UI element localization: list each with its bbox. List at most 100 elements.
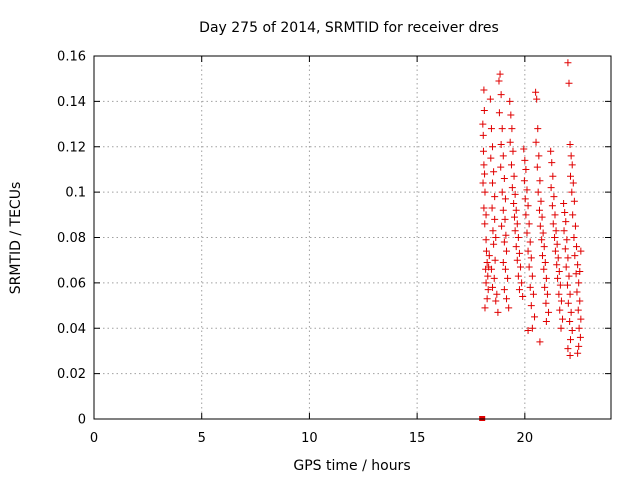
data-point xyxy=(533,95,541,103)
data-point xyxy=(519,292,527,300)
data-point xyxy=(563,236,571,244)
y-tick-label: 0.08 xyxy=(57,231,86,246)
data-point xyxy=(564,254,572,262)
data-point xyxy=(504,274,512,282)
data-point xyxy=(527,254,535,262)
y-tick-label: 0.12 xyxy=(57,140,86,155)
data-point xyxy=(575,279,583,287)
data-point xyxy=(527,302,535,310)
data-point xyxy=(510,199,518,207)
y-axis-ticks: 0 0.02 0.04 0.06 0.08 0.1 0.12 0.14 0.16 xyxy=(57,50,611,428)
data-point xyxy=(556,281,564,289)
data-point xyxy=(548,202,556,210)
data-point xyxy=(512,206,520,214)
y-tick-label: 0.16 xyxy=(57,50,86,65)
x-tick-label: 0 xyxy=(90,431,98,446)
data-point xyxy=(529,290,537,298)
data-point xyxy=(480,106,488,114)
data-point xyxy=(551,211,559,219)
data-point xyxy=(489,179,497,187)
data-point xyxy=(542,299,550,307)
data-point xyxy=(497,91,505,99)
data-point xyxy=(577,315,585,323)
data-point xyxy=(528,324,536,332)
data-point xyxy=(488,204,496,212)
data-point xyxy=(553,261,561,269)
data-point xyxy=(497,140,505,148)
data-point xyxy=(500,238,508,246)
data-point xyxy=(480,161,488,169)
data-point xyxy=(500,175,508,183)
data-point xyxy=(502,231,510,239)
data-point xyxy=(484,286,492,294)
data-point xyxy=(501,215,509,223)
data-point xyxy=(520,177,528,185)
data-point xyxy=(569,211,577,219)
data-point xyxy=(563,281,571,289)
data-point xyxy=(498,222,506,230)
data-point xyxy=(549,220,557,228)
data-point xyxy=(567,172,575,180)
data-point xyxy=(522,165,530,173)
data-point xyxy=(562,263,570,271)
data-point xyxy=(568,161,576,169)
data-point xyxy=(574,349,582,357)
data-point xyxy=(559,315,567,323)
data-point xyxy=(500,286,508,294)
data-point xyxy=(482,247,490,255)
data-point xyxy=(513,256,521,264)
data-point xyxy=(482,279,490,287)
chart-title: Day 275 of 2014, SRMTID for receiver dre… xyxy=(199,20,499,36)
data-point xyxy=(481,188,489,196)
data-point xyxy=(557,324,565,332)
data-point xyxy=(483,258,491,266)
data-point xyxy=(572,270,580,278)
data-point xyxy=(481,304,489,312)
grid-lines xyxy=(94,56,611,419)
data-point xyxy=(483,295,491,303)
data-point xyxy=(511,190,519,198)
data-point xyxy=(537,197,545,205)
data-point xyxy=(524,327,532,335)
data-point xyxy=(509,147,517,155)
data-point xyxy=(566,317,574,325)
data-point xyxy=(492,234,500,241)
y-axis-title: SRMTID / TECUs xyxy=(8,182,24,295)
data-point xyxy=(520,145,528,153)
data-point xyxy=(576,333,584,341)
data-point xyxy=(495,109,503,117)
data-point xyxy=(567,336,575,344)
data-point xyxy=(539,229,547,237)
data-point xyxy=(532,88,540,96)
data-point xyxy=(554,254,562,262)
data-point xyxy=(489,143,497,151)
data-point xyxy=(542,274,550,282)
data-point xyxy=(515,286,523,294)
data-point xyxy=(557,297,565,305)
data-point xyxy=(499,206,507,214)
data-point xyxy=(503,247,511,255)
x-axis-ticks: 0 5 10 15 20 xyxy=(90,56,533,446)
data-point xyxy=(510,213,518,221)
data-point xyxy=(482,236,490,244)
data-point xyxy=(536,338,544,346)
data-point xyxy=(510,172,518,180)
data-point xyxy=(535,152,543,160)
data-point xyxy=(498,125,506,133)
x-tick-label: 10 xyxy=(301,431,318,446)
data-point xyxy=(566,351,574,359)
data-point xyxy=(551,234,559,241)
data-point xyxy=(480,86,488,94)
data-point xyxy=(573,288,581,296)
data-point xyxy=(540,243,548,251)
data-point xyxy=(491,256,499,264)
data-point xyxy=(536,177,544,185)
data-point xyxy=(534,125,542,133)
data-point xyxy=(576,297,584,305)
data-point xyxy=(571,222,579,230)
x-tick-label: 5 xyxy=(198,431,206,446)
data-point xyxy=(547,184,555,192)
data-point xyxy=(525,220,533,228)
data-point xyxy=(538,213,546,221)
